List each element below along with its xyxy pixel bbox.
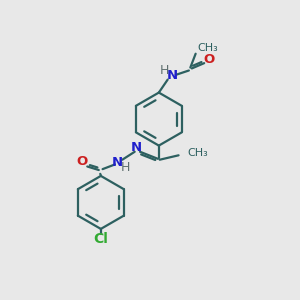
Text: N: N — [131, 141, 142, 154]
Text: CH₃: CH₃ — [197, 43, 218, 53]
Text: N: N — [112, 156, 123, 169]
Text: H: H — [121, 161, 130, 175]
Text: Cl: Cl — [93, 232, 108, 246]
Text: H: H — [160, 64, 169, 77]
Text: O: O — [76, 155, 88, 168]
Text: CH₃: CH₃ — [187, 148, 208, 158]
Text: O: O — [203, 53, 214, 66]
Text: N: N — [167, 69, 178, 82]
